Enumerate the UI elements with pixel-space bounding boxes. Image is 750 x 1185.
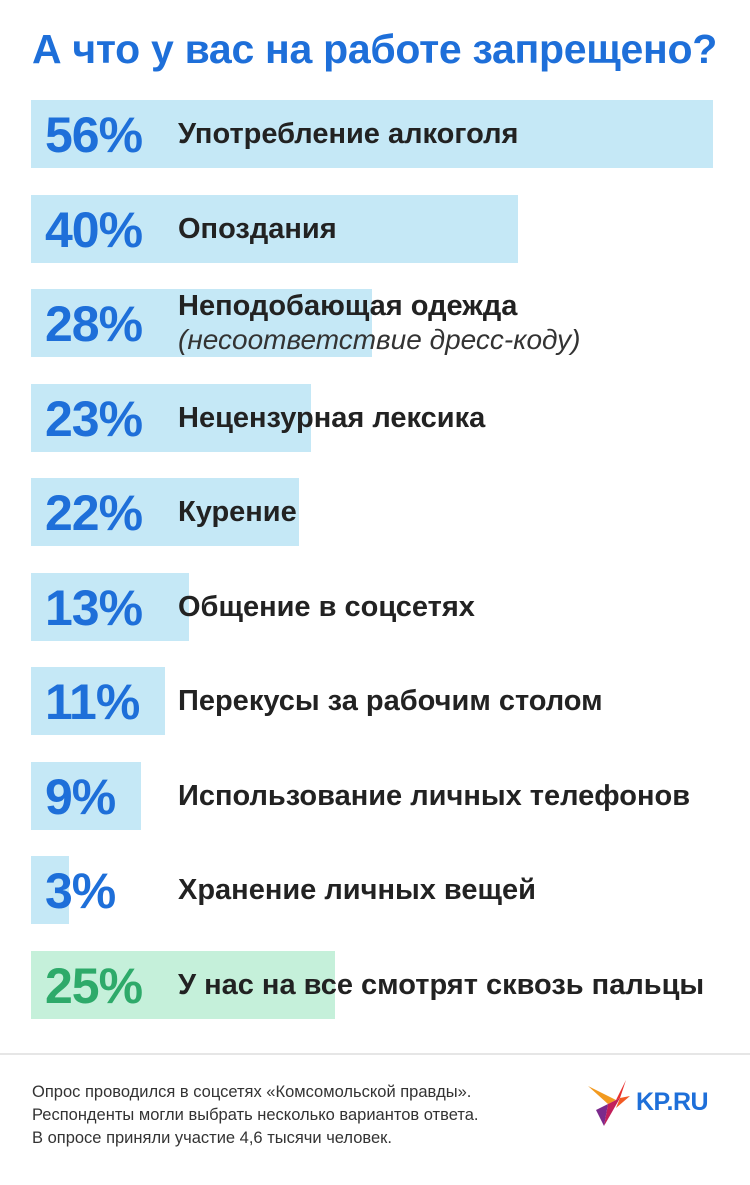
category-text: Опоздания xyxy=(178,212,337,245)
bar xyxy=(31,667,165,735)
category-text: Неподобающая одежда xyxy=(178,290,518,322)
bar-category-label: Нецензурная лексика xyxy=(178,384,485,452)
bar-category-label: Общение в соцсетях xyxy=(178,573,475,641)
bar-category-label: Курение xyxy=(178,478,297,546)
bar-value-label: 40% xyxy=(45,201,143,258)
bar-value-label: 28% xyxy=(45,296,143,352)
divider xyxy=(0,1053,750,1055)
category-text: У нас на все смотрят сквозь пальцы xyxy=(178,968,705,1001)
bar xyxy=(31,572,189,641)
bar-category-label: Хранение личных вещей xyxy=(178,856,536,924)
bar-category-label: Перекусы за рабочим столом xyxy=(178,667,603,735)
bar xyxy=(31,950,335,1019)
bar-category-label: Употребление алкоголя xyxy=(178,100,518,168)
bar xyxy=(31,478,299,546)
bar-category-label: У нас на все смотрят сквозь пальцы xyxy=(178,951,704,1019)
category-text: Употребление алкоголя xyxy=(178,118,519,150)
bar-value-label: 23% xyxy=(45,390,143,447)
footer-line-1: Опрос проводился в соцсетях «Комсомольск… xyxy=(32,1083,472,1101)
footer-line-2: Респонденты могли выбрать несколько вари… xyxy=(32,1106,479,1124)
bar-value-label: 22% xyxy=(45,485,143,541)
bar xyxy=(31,383,311,452)
footer-note: Опрос проводился в соцсетях «Комсомольск… xyxy=(32,1081,592,1150)
category-text: Хранение личных вещей xyxy=(178,874,536,906)
chart-title: А что у вас на работе запрещено? xyxy=(32,26,717,72)
footer-line-3: В опросе приняли участие 4,6 тысячи чело… xyxy=(32,1129,392,1147)
category-text: Использование личных телефонов xyxy=(178,779,691,812)
bar-value-label: 56% xyxy=(45,107,143,163)
bar xyxy=(31,856,69,924)
bar-value-label: 9% xyxy=(45,768,116,825)
category-note: (несоответствие дресс-коду) xyxy=(178,324,581,355)
bar-category-label: Неподобающая одежда (несоответствие дресс… xyxy=(178,289,581,357)
category-text: Перекусы за рабочим столом xyxy=(178,685,603,717)
bar-value-label: 25% xyxy=(45,957,143,1014)
category-text: Нецензурная лексика xyxy=(178,401,486,434)
category-text: Общение в соцсетях xyxy=(178,590,475,623)
kp-logo-text: KP.RU xyxy=(636,1088,709,1116)
bar-value-label: 3% xyxy=(45,863,116,919)
bar xyxy=(31,100,713,168)
bar xyxy=(31,194,518,263)
bar-value-label: 13% xyxy=(45,579,143,636)
kp-bird-logo-icon xyxy=(588,1080,630,1126)
bar xyxy=(31,289,372,357)
bar-value-label: 11% xyxy=(45,674,140,730)
kp-logo[interactable]: KP.RU xyxy=(586,1078,736,1128)
bar-category-label: Использование личных телефонов xyxy=(178,762,690,830)
category-text: Курение xyxy=(178,496,297,528)
bar xyxy=(31,761,141,830)
bar-category-label: Опоздания xyxy=(178,195,337,263)
